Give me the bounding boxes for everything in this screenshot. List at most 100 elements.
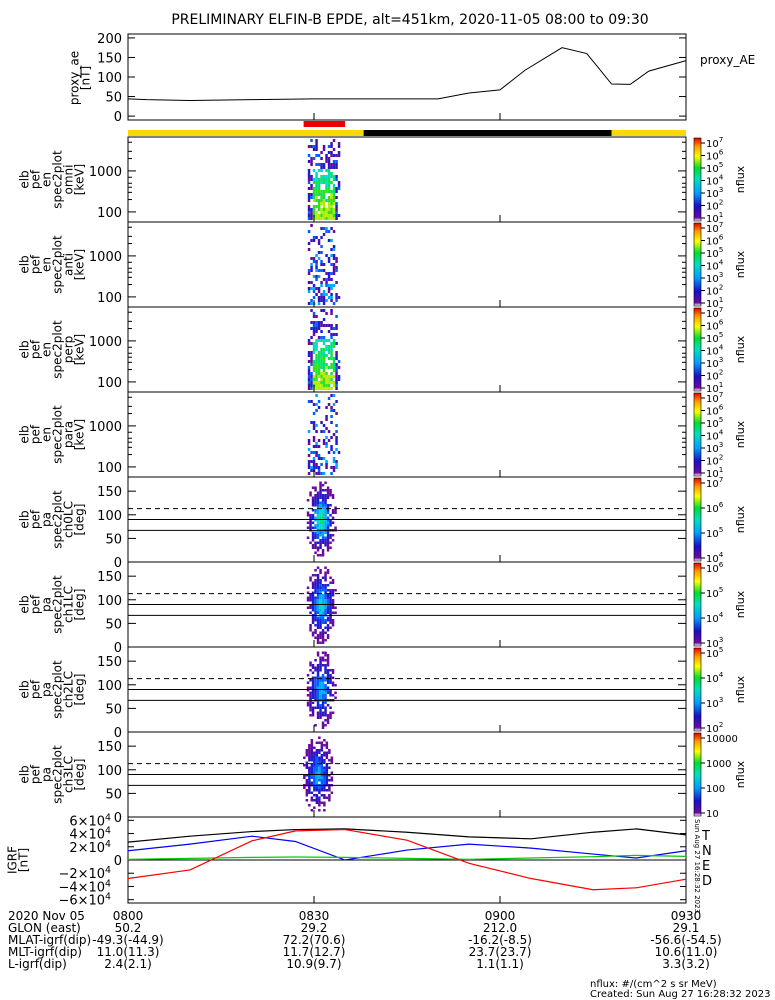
spectrogram-pixel [310,187,313,190]
pa-spectrogram-pixel [329,591,332,594]
spec-ytick-label: 1000 [89,335,122,350]
spectrogram-pixel [310,460,313,463]
pa-spectrogram-pixel [314,589,317,592]
pa-ytick-label: 150 [97,740,122,755]
pa-spectrogram-pixel [321,616,325,619]
pa-spectrogram-pixel [321,531,325,534]
spectrogram-pixel [325,375,328,378]
ae-ytick-label: 200 [97,32,122,47]
spectrogram-pixel [332,263,336,266]
spectrogram-pixel [330,351,333,354]
pa-spectrogram-pixel [321,639,325,642]
pa-spectrogram-pixel [311,534,315,537]
colorbar-tick-label: 102 [706,198,723,213]
ylabel-line: spec2plot [51,235,65,294]
pa-spectrogram-pixel [329,519,332,522]
pa-spectrogram-pixel [320,789,324,792]
spectrogram-pixel [330,354,333,357]
spectrogram-pixel [332,381,336,384]
spectrogram-pixel [312,315,316,318]
pa-spectrogram-pixel [315,769,319,772]
spectrogram-pixel [317,457,321,460]
pa-spectrogram-pixel [316,689,320,692]
spectrogram-pixel [317,257,321,260]
spectrogram-pixel [315,205,318,208]
spectrogram-pixel [327,357,331,360]
pa-spectrogram-pixel [308,771,311,774]
igrf-ytick-label: −6×104 [58,892,111,909]
pa-spectrogram-pixel [321,684,325,687]
spectrogram-pixel [315,324,318,327]
spectrogram-pixel [310,351,313,354]
spectrogram-pixel [307,269,311,272]
pa-spectrogram-pixel [303,764,306,767]
spectrogram-pixel [320,211,323,214]
pa-spectrogram-pixel [316,676,320,679]
pa-spectrogram-pixel [313,769,316,772]
spectrogram-pixel [332,394,336,397]
pa-spectrogram-pixel [311,594,315,597]
pa-spectrogram-pixel [314,494,317,497]
pa-spectrogram-pixel [311,514,315,517]
pa-spectrogram-pixel [311,609,315,612]
spectrogram-pixel [325,227,328,230]
colorbar-tick-label: 105 [706,330,723,345]
spectrogram-pixel [310,266,313,269]
pa-spectrogram-pixel [319,511,322,514]
spectrogram-pixel [315,330,318,333]
pa-spectrogram-pixel [319,634,322,637]
spectrogram-pixel [327,178,331,181]
pa-spectrogram-pixel [319,694,322,697]
pa-ytick-label: 150 [97,570,122,585]
pa-spectrogram-pixel [326,716,330,719]
spectrogram-pixel [330,394,333,397]
spectrogram-pixel [335,387,338,390]
pa-spectrogram-pixel [326,489,330,492]
spectrogram-pixel [307,199,311,202]
spectrogram-pixel [322,387,326,390]
pa-spectrogram-pixel [326,494,330,497]
spectrogram-pixel [327,175,331,178]
colorbar-tick-label: 107 [706,135,723,150]
pa-spectrogram-pixel [321,694,325,697]
pa-spectrogram-pixel [331,624,335,627]
spectrogram-pixel [317,169,321,172]
pa-spectrogram-pixel [306,686,310,689]
pa-spectrogram-pixel [329,611,332,614]
spectrogram-pixel [307,187,311,190]
pa-spectrogram-pixel [318,749,321,752]
spectrogram-pixel [332,248,336,251]
pa-spectrogram-pixel [305,774,309,777]
pa-spectrogram-pixel [315,789,319,792]
spectrogram-pixel [315,260,318,263]
pa-spectrogram-pixel [326,671,330,674]
spectrogram-pixel [337,187,341,190]
pa-spectrogram-pixel [326,689,330,692]
pa-spectrogram-pixel [316,609,320,612]
spectrogram-pixel [312,324,316,327]
spectrogram-pixel [312,378,316,381]
table-cell: 10.6(11.0) [655,945,718,959]
pa-spectrogram-pixel [320,744,324,747]
spectrogram-pixel [322,202,326,205]
spectrogram-pixel [317,205,321,208]
spectrogram-pixel [325,160,328,163]
ylabel-line: spec2plot [51,150,65,209]
spectrogram-pixel [307,230,311,233]
spectrogram-pixel [320,169,323,172]
pa-spectrogram-pixel [319,554,322,557]
spectrogram-pixel [315,217,318,220]
ylabel-line: elb [18,765,32,783]
spectrogram-pixel [322,384,326,387]
pa-ytick-label: 100 [97,509,122,524]
spectrogram-pixel [327,151,331,154]
pa-spectrogram-pixel [331,494,335,497]
spectrogram-pixel [317,217,321,220]
pa-spectrogram-pixel [318,774,321,777]
pa-spectrogram-pixel [319,594,322,597]
table-cell: -56.6(-54.5) [650,933,721,947]
ylabel-line: pef [29,254,43,274]
table-cell: 0800 [113,909,144,923]
pa-spectrogram-pixel [324,594,327,597]
